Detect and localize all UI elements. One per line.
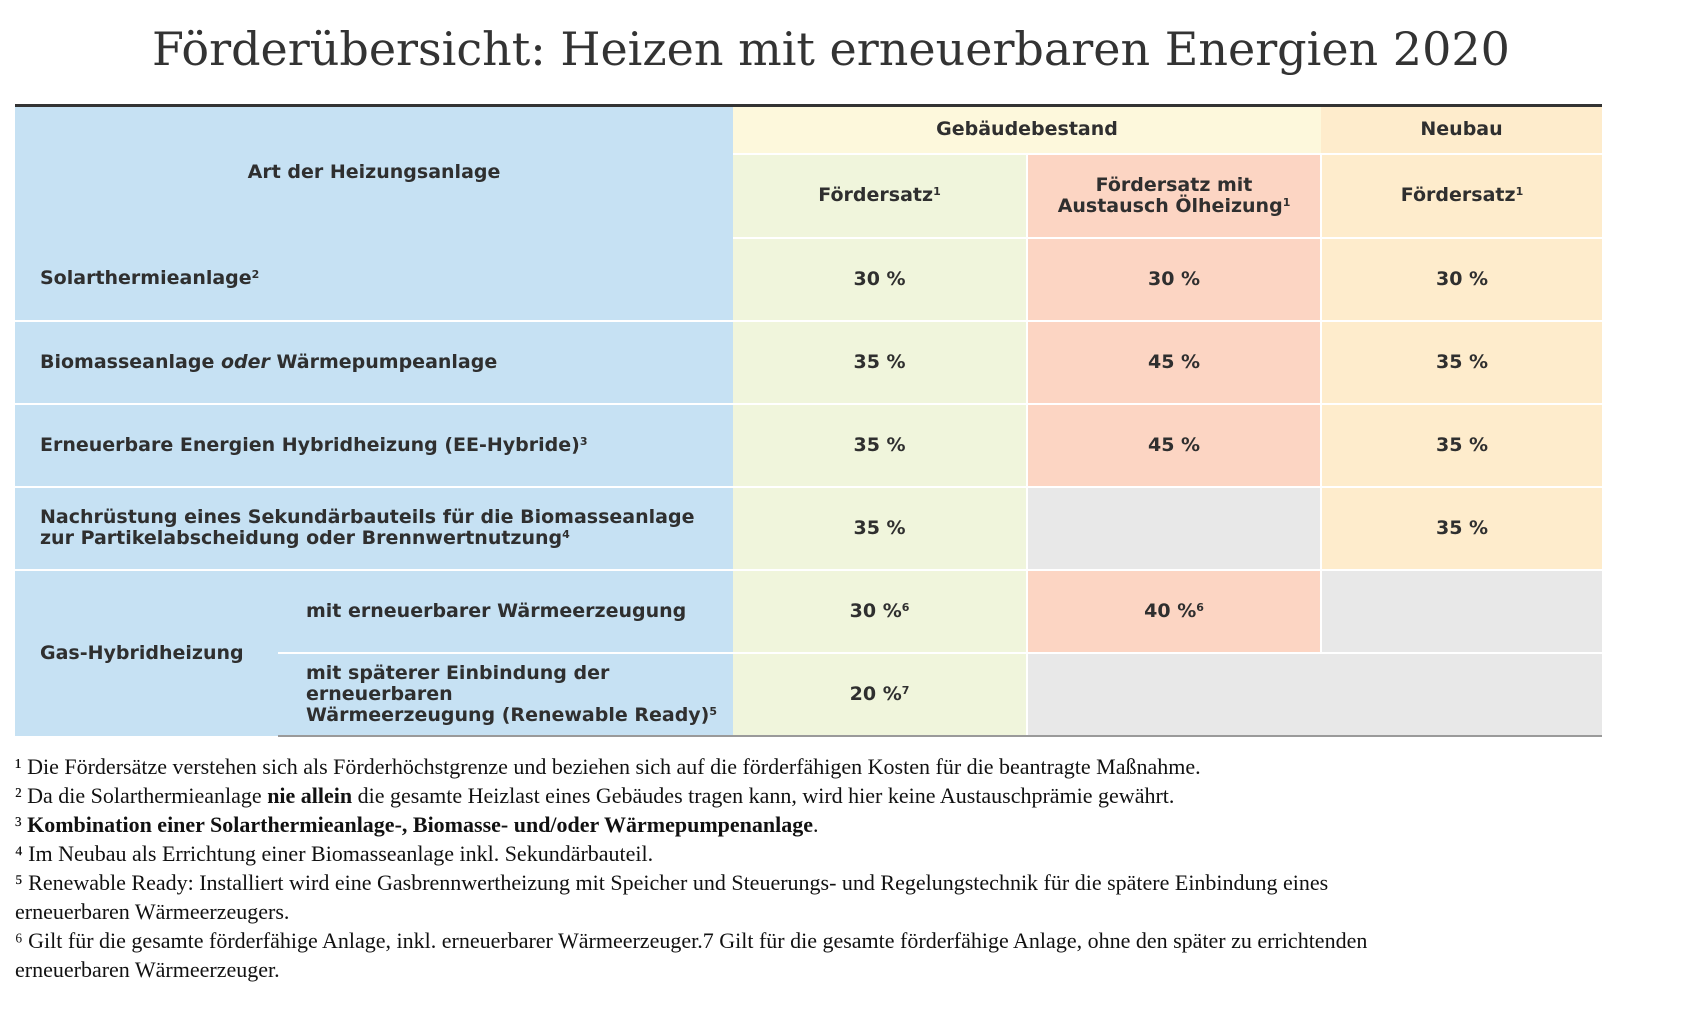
footnote-mark: ¹ (15, 754, 22, 779)
header-bestand: Gebäudebestand (733, 104, 1322, 155)
table-row: Gas-Hybridheizung mit erneuerbarer Wärme… (15, 569, 1603, 736)
header-row-groups: Art der Heizungsanlage Gebäudebestand Ne… (15, 104, 1603, 238)
row-label-text: Solarthermieanlage (40, 267, 252, 289)
footnote-mark: ² (15, 783, 22, 808)
footnote-text: Da die Solarthermieanlage (21, 783, 268, 808)
header-row-columns: Fördersatz1 Fördersatz mit Austausch Ölh… (15, 153, 1603, 239)
table-row: mit späterer Einbindung der erneuerbaren… (15, 652, 1603, 737)
footnote-text: Renewable Ready: Installiert wird eine G… (22, 870, 1329, 895)
gas-sub2-label-text: Wärmeerzeugung (Renewable Ready) (306, 703, 710, 726)
value-austausch: 40 %6 (1026, 569, 1322, 654)
value-neubau: 35 % (1320, 486, 1603, 571)
row-label-italic: oder (220, 350, 270, 373)
gas-sub2-label: mit späterer Einbindung der erneuerbaren… (278, 652, 734, 737)
page-title: Förderübersicht: Heizen mit erneuerbaren… (152, 22, 1510, 76)
value-empty (1026, 652, 1603, 737)
footnote-bold-text: Kombination einer Solarthermieanlage-, B… (21, 812, 814, 837)
value-neubau-empty (1320, 569, 1603, 654)
footnote-text: . (813, 812, 819, 837)
row-label: Nachrüstung eines Sekundärbauteils für d… (15, 486, 734, 571)
value-text: 30 % (849, 600, 902, 622)
footnote-5: ⁵ Renewable Ready: Installiert wird eine… (15, 868, 1675, 926)
footnote-text: Gilt für die gesamte förderfähige Anlage… (22, 928, 1368, 953)
header-foerdersatz-bestand: Fördersatz1 (733, 153, 1028, 239)
header-foerdersatz-austausch: Fördersatz mit Austausch Ölheizung1 (1026, 153, 1322, 239)
footnote-text: erneuerbaren Wärmeerzeugers. (15, 899, 290, 924)
table-row: Biomasseanlage oder Wärmepumpeanlage 35 … (15, 320, 1603, 405)
value-bestand: 35 % (733, 486, 1028, 571)
row-label: Biomasseanlage oder Wärmepumpeanlage (15, 320, 734, 405)
row-label: Solarthermieanlage2 (15, 237, 734, 322)
footnote-3: ³ Kombination einer Solarthermieanlage-,… (15, 810, 1675, 839)
footnote-bold-text: nie allein (267, 783, 353, 808)
footnote-4: ⁴ Im Neubau als Errichtung einer Biomass… (15, 839, 1675, 868)
header-neubau-label: Neubau (1420, 118, 1503, 141)
value-bestand: 30 %6 (733, 569, 1028, 654)
gas-hybrid-label: Gas-Hybridheizung (15, 569, 278, 736)
row-label-text: zur Partikelabscheidung oder Brennwertnu… (40, 527, 563, 549)
row-label-text: Wärmepumpeanlage (269, 350, 498, 373)
value-austausch: 30 % (1026, 237, 1322, 322)
table-row: Erneuerbare Energien Hybridheizung (EE-H… (15, 403, 1603, 488)
value-neubau: 30 % (1320, 237, 1603, 322)
value-neubau: 35 % (1320, 320, 1603, 405)
austausch-label-line2: Austausch Ölheizung (1057, 194, 1283, 217)
footnote-ref: 7 (901, 684, 910, 697)
footnote-ref: 1 (1515, 185, 1524, 198)
row-label: Erneuerbare Energien Hybridheizung (EE-H… (15, 403, 734, 488)
footnote-mark: ⁶ (15, 928, 23, 953)
header-foerdersatz-neubau: Fördersatz1 (1320, 153, 1603, 239)
row-label-text: Erneuerbare Energien Hybridheizung (EE-H… (40, 433, 580, 456)
row-label-text: Biomasseanlage (40, 350, 221, 373)
value-text: 20 % (849, 683, 902, 705)
footnote-ref: 1 (933, 185, 941, 198)
header-art: Art der Heizungsanlage (15, 104, 734, 238)
gas-sub2-label-text: mit späterer Einbindung der erneuerbaren (306, 661, 610, 705)
value-bestand: 30 % (733, 237, 1028, 322)
value-bestand: 20 %7 (733, 652, 1028, 737)
value-text: 40 % (1144, 600, 1197, 622)
header-bestand-label: Gebäudebestand (936, 118, 1118, 141)
gas-hybrid-label-text: Gas-Hybridheizung (40, 641, 244, 664)
value-austausch: 45 % (1026, 320, 1322, 405)
footnote-text: die gesamte Heizlast eines Gebäudes trag… (352, 783, 1175, 808)
footnote-mark: ³ (15, 812, 22, 837)
value-austausch: 45 % (1026, 403, 1322, 488)
value-austausch-empty (1026, 486, 1322, 571)
footnote-ref: 5 (709, 704, 718, 718)
gas-sub1-label-text: mit erneuerbarer Wärmeerzeugung (306, 599, 687, 622)
funding-table: Art der Heizungsanlage Gebäudebestand Ne… (15, 104, 1603, 737)
footnote-ref: 3 (579, 434, 588, 448)
footnote-mark: ⁴ (15, 841, 23, 866)
footnote-text: Die Fördersätze verstehen sich als Förde… (21, 754, 1201, 779)
footnote-mark: ⁵ (15, 870, 23, 895)
table-row: Nachrüstung eines Sekundärbauteils für d… (15, 486, 1603, 571)
footnote-ref: 4 (562, 528, 570, 541)
footnote-1: ¹ Die Fördersätze verstehen sich als För… (15, 752, 1675, 781)
table-row: Solarthermieanlage2 30 % 30 % 30 % (15, 237, 1603, 322)
footnote-ref: 6 (1196, 601, 1204, 614)
footnote-ref: 1 (1282, 195, 1291, 209)
header-neubau: Neubau (1321, 104, 1603, 155)
value-neubau: 35 % (1320, 403, 1603, 488)
foerdersatz-label: Fördersatz (1400, 184, 1516, 206)
funding-table-container: Art der Heizungsanlage Gebäudebestand Ne… (15, 104, 1603, 737)
value-bestand: 35 % (733, 403, 1028, 488)
foerdersatz-label: Fördersatz (818, 184, 934, 206)
header-art-label: Art der Heizungsanlage (247, 160, 501, 183)
footnote-text: Im Neubau als Errichtung einer Biomassea… (22, 841, 654, 866)
footnote-ref: 2 (251, 268, 260, 281)
austausch-label-line1: Fördersatz mit (1095, 173, 1253, 196)
footnote-2: ² Da die Solarthermieanlage nie allein d… (15, 781, 1675, 810)
footnotes: ¹ Die Fördersätze verstehen sich als För… (15, 752, 1675, 984)
value-bestand: 35 % (733, 320, 1028, 405)
footnote-6: ⁶ Gilt für die gesamte förderfähige Anla… (15, 926, 1675, 984)
row-label-text: Nachrüstung eines Sekundärbauteils für d… (40, 506, 695, 528)
gas-sub1-label: mit erneuerbarer Wärmeerzeugung (278, 569, 734, 654)
footnote-text: erneuerbaren Wärmeerzeuger. (15, 957, 280, 982)
footnote-ref: 6 (901, 601, 910, 614)
